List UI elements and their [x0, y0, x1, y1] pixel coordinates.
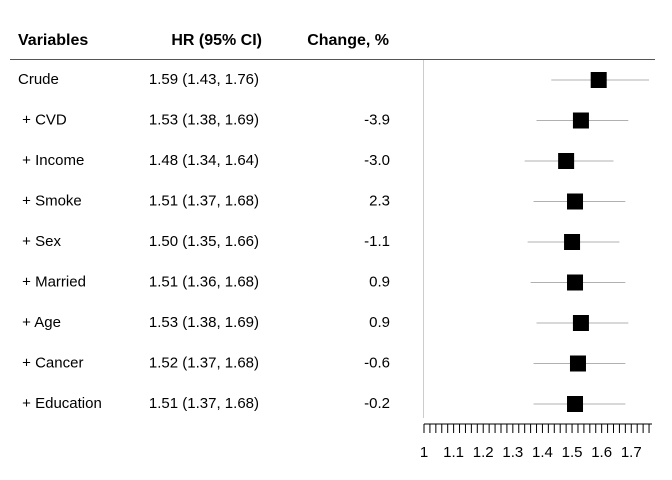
- x-tick-label: 1.5: [562, 444, 583, 461]
- hr-label: 1.50 (1.35, 1.66): [149, 233, 259, 250]
- x-tick-label: 1.1: [443, 444, 464, 461]
- hr-point: [567, 396, 584, 412]
- hr-label: 1.53 (1.38, 1.69): [149, 111, 259, 128]
- x-tick-label: 1.2: [473, 444, 494, 461]
- column-header: HR (95% CI): [171, 32, 262, 49]
- hr-point: [572, 112, 589, 129]
- x-tick-label: 1: [420, 444, 428, 461]
- x-tick-label: 1.3: [502, 444, 523, 461]
- row-label: + Married: [18, 273, 86, 290]
- row-label: + Income: [18, 152, 84, 169]
- hr-point: [564, 234, 581, 250]
- change-label: -0.6: [364, 354, 390, 371]
- hr-point: [569, 355, 586, 372]
- row-label: + Sex: [18, 233, 61, 250]
- hr-label: 1.59 (1.43, 1.76): [149, 71, 259, 88]
- column-header: Change, %: [307, 32, 389, 49]
- change-label: -3.9: [364, 111, 390, 128]
- row-label: Crude: [18, 71, 59, 88]
- x-tick-label: 1.6: [591, 444, 612, 461]
- row-label: + Smoke: [18, 192, 82, 209]
- hr-label: 1.51 (1.36, 1.68): [149, 273, 259, 290]
- change-label: 2.3: [369, 192, 390, 209]
- hr-label: 1.51 (1.37, 1.68): [149, 395, 259, 412]
- hr-point: [590, 72, 607, 88]
- change-label: 0.9: [369, 314, 390, 331]
- row-label: + Age: [18, 314, 61, 331]
- row-label: + Education: [18, 395, 102, 412]
- change-label: 0.9: [369, 273, 390, 290]
- hr-point: [558, 153, 575, 169]
- change-label: -1.1: [364, 233, 390, 250]
- hr-label: 1.53 (1.38, 1.69): [149, 314, 259, 331]
- row-label: + CVD: [18, 111, 67, 128]
- x-tick-label: 1.4: [532, 444, 553, 461]
- hr-label: 1.52 (1.37, 1.68): [149, 354, 259, 371]
- hr-label: 1.48 (1.34, 1.64): [149, 152, 259, 169]
- hr-point: [567, 274, 584, 291]
- hr-point: [572, 315, 589, 331]
- hr-point: [567, 193, 584, 210]
- column-header: Variables: [18, 32, 88, 49]
- row-label: + Cancer: [18, 354, 83, 371]
- hr-label: 1.51 (1.37, 1.68): [149, 192, 259, 209]
- x-tick-label: 1.7: [621, 444, 642, 461]
- change-label: -3.0: [364, 152, 390, 169]
- change-label: -0.2: [364, 395, 390, 412]
